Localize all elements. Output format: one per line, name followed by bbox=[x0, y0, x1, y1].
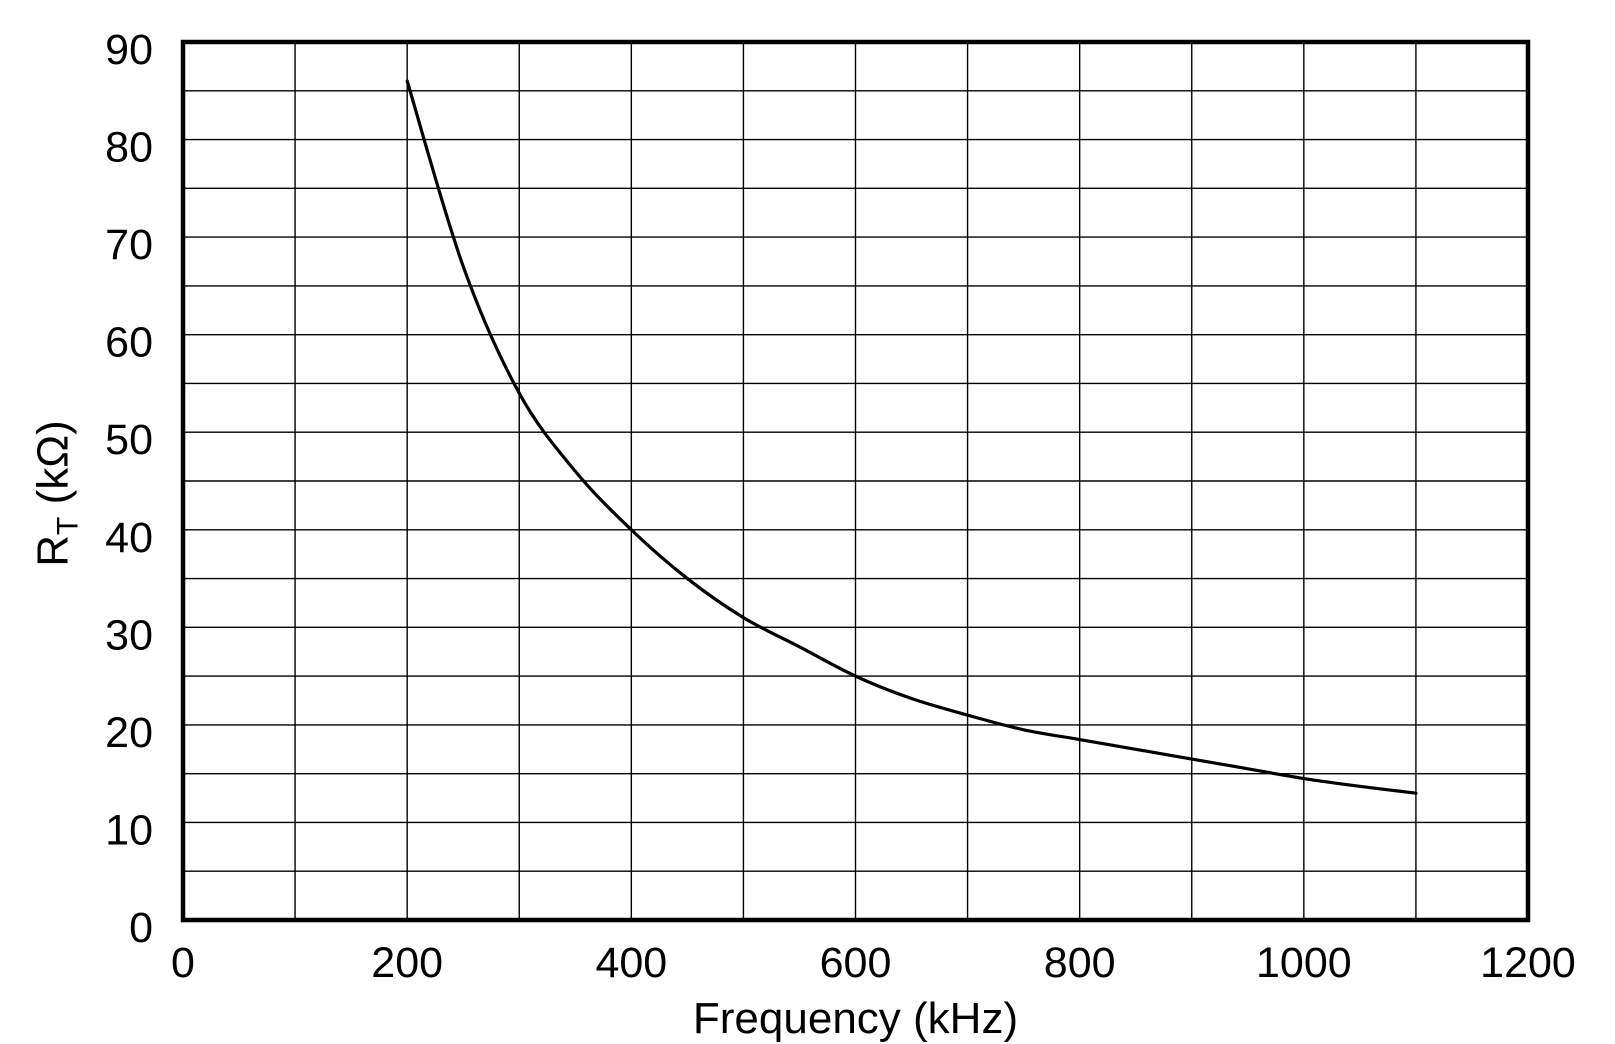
svg-text:90: 90 bbox=[105, 26, 153, 74]
svg-text:40: 40 bbox=[105, 514, 153, 562]
svg-text:50: 50 bbox=[105, 416, 153, 464]
svg-text:1200: 1200 bbox=[1480, 939, 1576, 987]
svg-text:30: 30 bbox=[105, 611, 153, 659]
svg-text:70: 70 bbox=[105, 221, 153, 269]
svg-text:0: 0 bbox=[171, 939, 195, 987]
svg-text:60: 60 bbox=[105, 319, 153, 367]
svg-text:10: 10 bbox=[105, 806, 153, 854]
svg-text:800: 800 bbox=[1044, 939, 1116, 987]
svg-text:600: 600 bbox=[820, 939, 892, 987]
svg-text:Frequency (kHz): Frequency (kHz) bbox=[693, 994, 1018, 1043]
svg-text:400: 400 bbox=[595, 939, 667, 987]
svg-text:20: 20 bbox=[105, 709, 153, 757]
svg-text:0: 0 bbox=[129, 904, 153, 952]
svg-text:1000: 1000 bbox=[1256, 939, 1352, 987]
svg-text:RT (kΩ): RT (kΩ) bbox=[29, 420, 85, 567]
svg-text:80: 80 bbox=[105, 124, 153, 172]
svg-text:200: 200 bbox=[371, 939, 443, 987]
